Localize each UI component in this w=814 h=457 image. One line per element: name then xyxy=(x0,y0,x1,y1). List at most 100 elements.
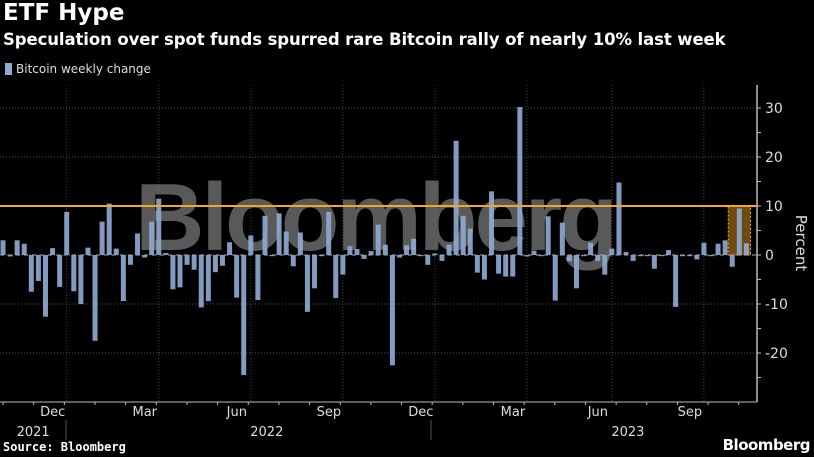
bar xyxy=(312,255,318,289)
bar xyxy=(149,221,155,255)
bar xyxy=(255,255,261,301)
bar xyxy=(156,198,162,255)
bar xyxy=(566,255,572,262)
bar xyxy=(446,244,452,255)
bar xyxy=(333,255,339,299)
bar xyxy=(64,211,70,255)
bar xyxy=(361,255,367,259)
bar xyxy=(474,255,480,273)
year-label: 2023 xyxy=(611,425,644,440)
bar xyxy=(113,248,119,255)
bar xyxy=(21,243,27,255)
bar xyxy=(743,243,749,255)
bar xyxy=(163,253,169,255)
bar xyxy=(687,255,693,257)
bar xyxy=(396,255,402,258)
bar xyxy=(170,255,176,290)
bar xyxy=(729,255,735,267)
y-tick-label: 10 xyxy=(765,199,783,215)
bar xyxy=(42,255,48,317)
bar xyxy=(573,255,579,289)
bar xyxy=(489,191,495,255)
bar xyxy=(127,255,133,265)
bar xyxy=(0,240,6,255)
bar xyxy=(262,215,268,255)
bar xyxy=(715,243,721,255)
legend: Bitcoin weekly change xyxy=(5,62,151,76)
bar xyxy=(411,238,417,255)
bar xyxy=(319,255,325,257)
y-tick-label: -20 xyxy=(765,346,788,362)
bar xyxy=(559,222,565,255)
bar xyxy=(616,182,622,255)
bar xyxy=(630,255,636,261)
bar xyxy=(658,255,664,257)
bar xyxy=(651,255,657,269)
bar xyxy=(673,255,679,307)
bar xyxy=(234,255,240,298)
bar xyxy=(510,255,516,277)
chart-title: ETF Hype xyxy=(3,0,125,26)
bar xyxy=(481,255,487,280)
bar xyxy=(552,255,558,301)
bar xyxy=(453,140,459,255)
y-axis-label: Percent xyxy=(792,215,810,272)
bar xyxy=(708,255,714,257)
bar xyxy=(142,255,148,258)
bar xyxy=(418,255,424,257)
bar xyxy=(57,255,63,287)
bar xyxy=(637,255,643,257)
bar xyxy=(588,242,594,255)
bar xyxy=(78,255,84,304)
x-tick-label: Sep xyxy=(317,405,342,420)
source-note: Source: Bloomberg xyxy=(3,440,126,454)
bar xyxy=(432,253,438,255)
bar xyxy=(177,255,183,288)
bar xyxy=(439,255,445,261)
y-tick-label: -10 xyxy=(765,297,788,313)
x-tick-label: Dec xyxy=(408,405,433,420)
x-tick-label: Mar xyxy=(132,405,157,420)
bar xyxy=(7,255,13,257)
bar xyxy=(50,248,56,255)
x-tick-label: Jun xyxy=(587,405,608,420)
year-label: 2022 xyxy=(250,425,283,440)
bar xyxy=(120,255,126,302)
bar xyxy=(425,255,431,265)
bar xyxy=(389,255,395,366)
x-tick-label: Sep xyxy=(678,405,703,420)
bar xyxy=(524,255,530,257)
bar xyxy=(680,255,686,257)
bar xyxy=(248,235,254,255)
bar xyxy=(460,215,466,255)
bar xyxy=(135,233,141,255)
bar xyxy=(623,252,629,255)
year-label: 2021 xyxy=(17,425,50,440)
bar xyxy=(503,255,509,277)
bar xyxy=(227,242,233,255)
bar xyxy=(609,248,615,255)
legend-swatch xyxy=(5,63,12,75)
bar xyxy=(205,255,211,302)
bar xyxy=(581,255,587,257)
bar xyxy=(666,250,672,255)
bar xyxy=(382,244,388,255)
x-tick-label: Mar xyxy=(501,405,526,420)
legend-label: Bitcoin weekly change xyxy=(16,62,151,76)
bar xyxy=(304,255,310,312)
bar xyxy=(375,224,381,255)
bar xyxy=(340,255,346,275)
brand-logo: Bloomberg xyxy=(722,436,811,454)
bar xyxy=(595,255,601,261)
bar xyxy=(531,250,537,255)
bar xyxy=(71,255,77,292)
chart-subtitle: Speculation over spot funds spurred rare… xyxy=(3,30,726,49)
bar xyxy=(644,255,650,257)
bar xyxy=(184,255,190,265)
bar xyxy=(198,255,204,308)
y-tick-label: 20 xyxy=(765,150,783,166)
bar xyxy=(354,249,360,255)
bar xyxy=(496,255,502,274)
bar xyxy=(28,255,34,292)
bar xyxy=(404,245,410,255)
